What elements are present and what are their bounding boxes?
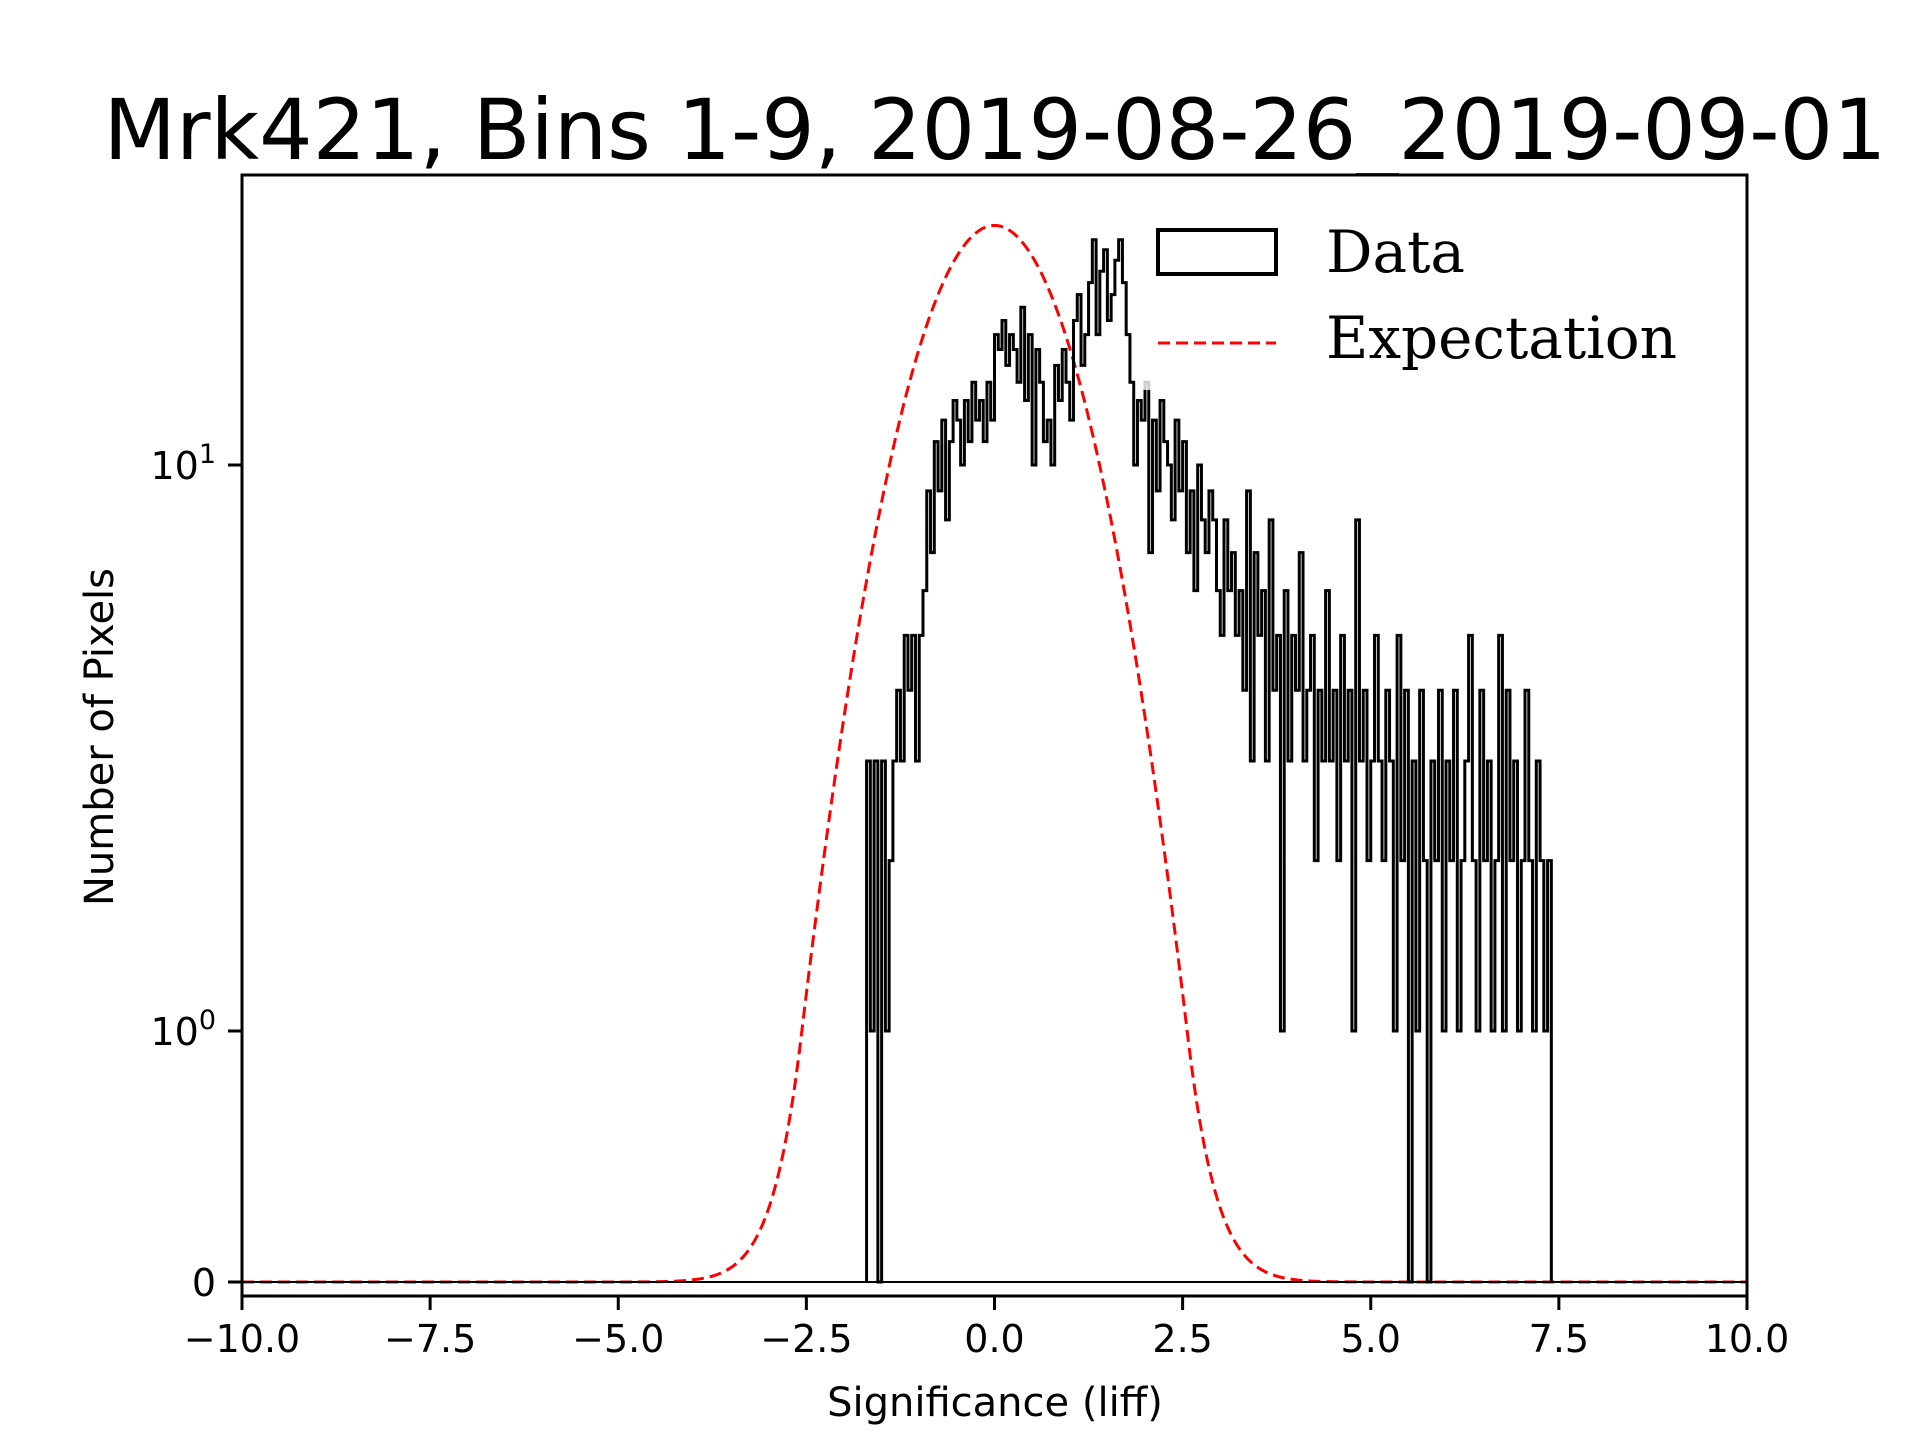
y-axis: 0 100 101 bbox=[150, 439, 242, 1305]
x-tick-label: −5.0 bbox=[572, 1317, 664, 1361]
x-tick-label: 0.0 bbox=[964, 1317, 1024, 1361]
legend-data-swatch bbox=[1156, 228, 1278, 276]
y-tick-label: 100 bbox=[150, 1005, 216, 1054]
x-tick-label: −2.5 bbox=[760, 1317, 852, 1361]
x-tick-label: −10.0 bbox=[184, 1317, 300, 1361]
data-histogram-outline bbox=[865, 238, 1553, 1284]
x-tick-label: −7.5 bbox=[384, 1317, 476, 1361]
legend-expectation-label: Expectation bbox=[1326, 304, 1677, 372]
x-tick-label: 2.5 bbox=[1152, 1317, 1212, 1361]
y-axis-label: Number of Pixels bbox=[77, 568, 123, 906]
legend-frame bbox=[1138, 202, 1738, 390]
y-tick-label: 0 bbox=[192, 1261, 216, 1305]
x-tick-label: 7.5 bbox=[1529, 1317, 1589, 1361]
chart-title: Mrk421, Bins 1-9, 2019-08-26_2019-09-01 bbox=[104, 81, 1887, 179]
legend: Data Expectation bbox=[1138, 202, 1738, 390]
x-tick-label: 10.0 bbox=[1705, 1317, 1790, 1361]
x-axis-label: Significance (liff) bbox=[827, 1380, 1163, 1426]
x-tick-label: 5.0 bbox=[1341, 1317, 1401, 1361]
series-layer bbox=[242, 223, 1747, 1284]
y-tick-label: 101 bbox=[150, 439, 216, 488]
x-axis: −10.0 −7.5 −5.0 −2.5 0.0 2.5 5.0 7.5 10.0 bbox=[184, 1296, 1790, 1361]
legend-data-label: Data bbox=[1326, 218, 1465, 286]
data-histogram bbox=[865, 238, 1553, 1284]
plot-area: Data Expectation −10.0 −7.5 −5.0 −2.5 0.0 2.5… bbox=[150, 173, 1790, 1361]
